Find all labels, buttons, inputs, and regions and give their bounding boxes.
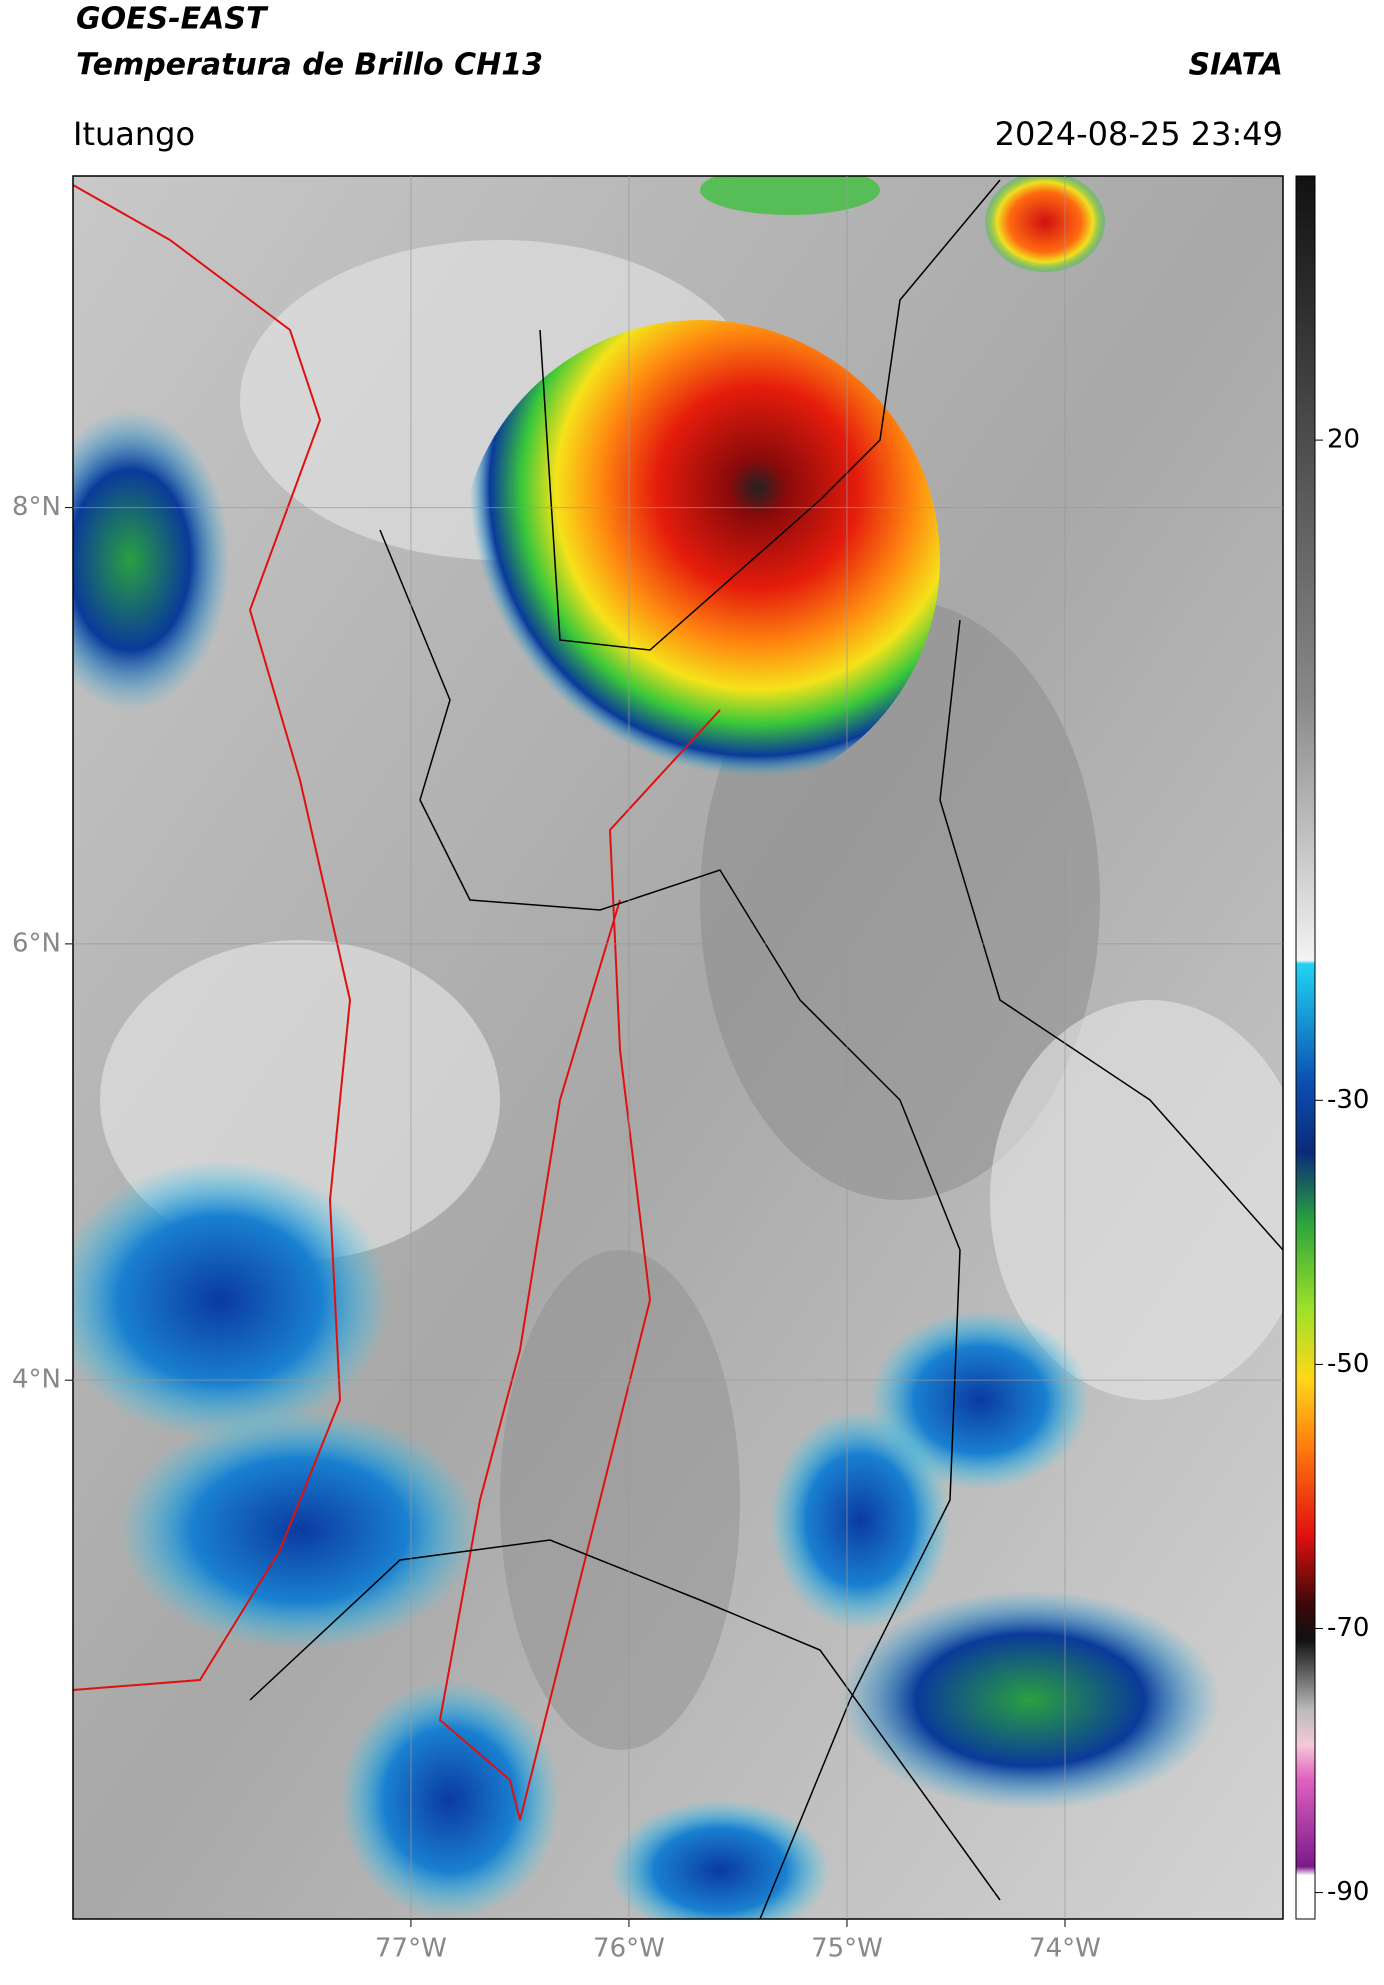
lat-tick-label: 4°N — [12, 1365, 61, 1395]
location: Ituango — [73, 115, 195, 153]
colorbar — [1295, 175, 1316, 1920]
map-frame — [72, 175, 1284, 1920]
source: SIATA — [1189, 48, 1283, 83]
subtitle: Temperatura de Brillo CH13 — [76, 48, 543, 83]
colorbar-tick-label: -30 — [1327, 1085, 1369, 1115]
colorbar-tick-label: 20 — [1327, 425, 1360, 455]
satellite-image — [73, 176, 1283, 1919]
timestamp: 2024-08-25 23:49 — [995, 115, 1283, 153]
lon-tick-label: 76°W — [593, 1934, 665, 1964]
colorbar-tick-label: -70 — [1327, 1613, 1369, 1643]
colorbar-tick-label: -50 — [1327, 1349, 1369, 1379]
lon-tick-label: 75°W — [811, 1934, 883, 1964]
lon-tick-label: 77°W — [375, 1934, 447, 1964]
lat-tick-label: 8°N — [12, 492, 61, 522]
colorbar-tick-label: -90 — [1327, 1877, 1369, 1907]
title: GOES-EAST — [76, 2, 269, 37]
lon-tick-label: 74°W — [1029, 1934, 1101, 1964]
lat-tick-label: 6°N — [12, 928, 61, 958]
